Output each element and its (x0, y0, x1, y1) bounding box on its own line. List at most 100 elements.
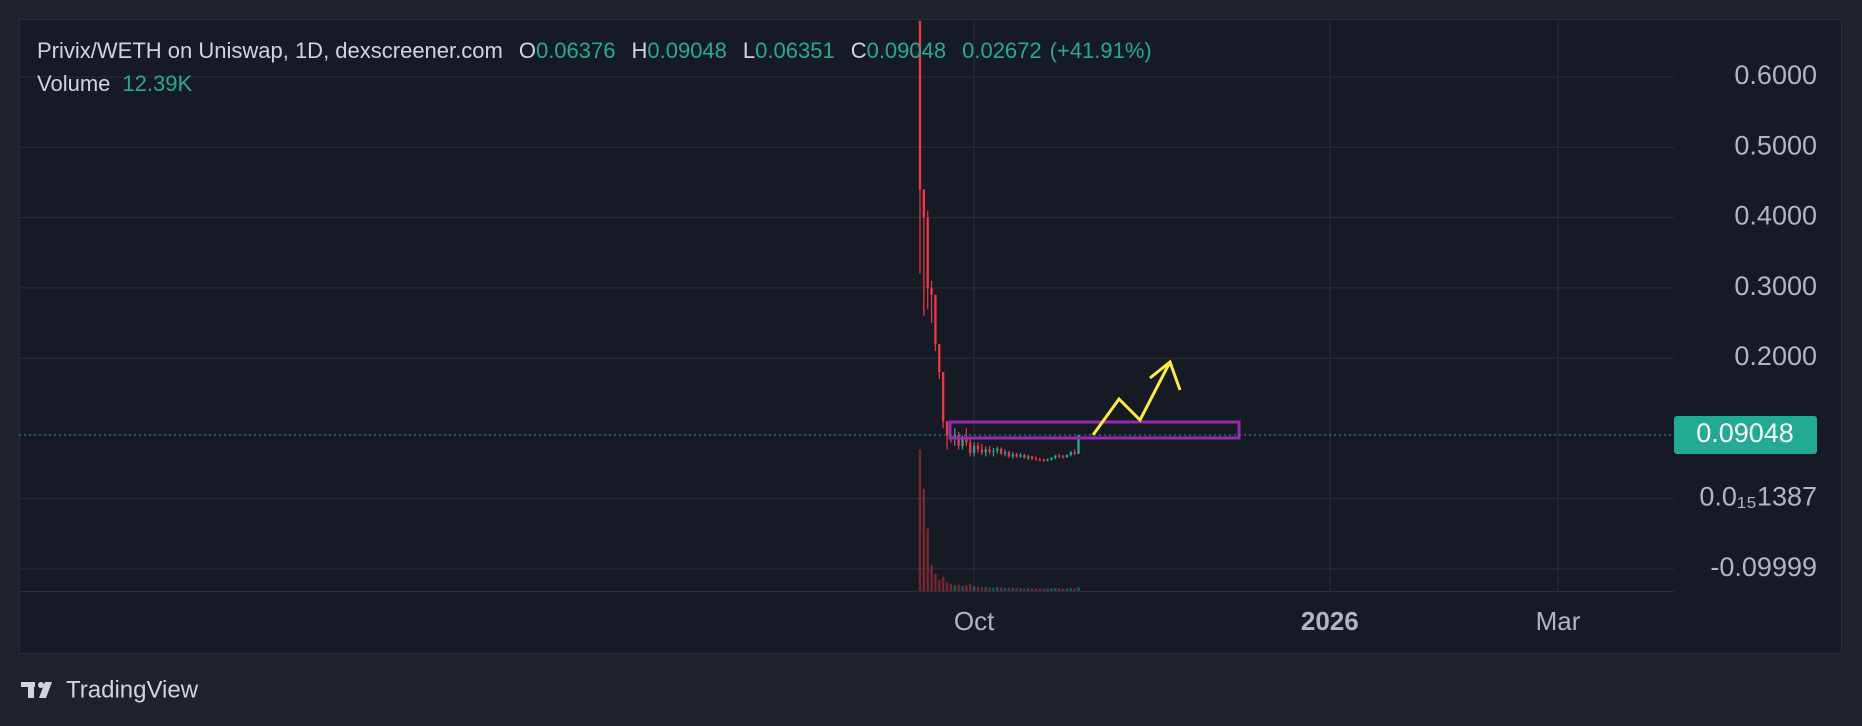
volume-bar (1054, 587, 1057, 591)
volume-bar (1007, 587, 1011, 591)
l-label: L (743, 38, 755, 63)
y-tick-label: 0.3000 (1734, 271, 1817, 301)
grid (19, 19, 1674, 591)
panel (19, 19, 1842, 654)
volume-bar (938, 579, 941, 591)
volume-bar (969, 583, 972, 591)
logo: TradingView (21, 676, 199, 703)
volume-bar (1030, 588, 1034, 591)
candle-body (957, 435, 960, 446)
candle-body (984, 449, 987, 453)
candle-body (1073, 452, 1076, 454)
candle-body (1019, 455, 1022, 457)
volume-bar (1038, 588, 1042, 591)
candle-body (992, 450, 995, 452)
candle-body (969, 442, 972, 453)
volume-bar (922, 488, 925, 591)
y-tick-label: 0.4000 (1734, 201, 1817, 231)
logo-mark (28, 682, 34, 698)
y-tick-label: 0.5000 (1734, 130, 1817, 160)
candle-body (1046, 459, 1049, 461)
volume-bar (1046, 588, 1049, 591)
volume-bar (1019, 588, 1022, 591)
y-tick-label: 0.6000 (1734, 60, 1817, 90)
x-tick-label: Oct (954, 606, 995, 636)
c-label: C (851, 38, 867, 63)
volume-bar (1058, 588, 1061, 591)
brand: TradingView (66, 676, 199, 703)
h-label: H (631, 38, 647, 63)
candle-body (1027, 456, 1030, 458)
candle-body (945, 421, 949, 436)
l-value: 0.06351 (755, 38, 835, 63)
candle-body (1038, 459, 1042, 461)
price-tag-label: 0.09048 (1696, 418, 1794, 448)
volume-bar (1069, 588, 1072, 591)
zone-box (948, 420, 1241, 440)
volume-bar (961, 585, 964, 591)
x-tick-label: 2026 (1301, 606, 1359, 636)
title: Privix/WETH on Uniswap, 1D, dexscreener.… (37, 38, 503, 63)
volume-bar (976, 586, 980, 591)
volume-bar (918, 449, 922, 591)
volume-bar (988, 587, 991, 591)
candle-body (1034, 458, 1038, 460)
volume-bar (965, 585, 968, 591)
candle-body (1061, 456, 1065, 458)
candle-body (1054, 455, 1057, 458)
volume-bar (945, 582, 949, 591)
volume-bar (992, 587, 995, 591)
volume-bar (1015, 587, 1018, 591)
volume-value: 12.39K (122, 71, 192, 96)
volume-bar (1011, 588, 1014, 591)
legend: Privix/WETH on Uniswap, 1D, dexscreener.… (37, 38, 1152, 63)
change-pct: (+41.91%) (1050, 38, 1152, 63)
h-value: 0.09048 (647, 38, 727, 63)
volume-bar (1077, 587, 1080, 591)
candle-body (988, 449, 991, 452)
o-label: O (519, 38, 536, 63)
price-tag (1674, 416, 1817, 455)
candle-body (965, 438, 968, 443)
volume-bar (934, 573, 937, 591)
volume-bar (980, 587, 983, 591)
y-tick-label: 0.0₁₅1387 (1699, 482, 1817, 512)
candle-body (1065, 455, 1069, 458)
candle-body (1007, 452, 1011, 457)
candle-body (972, 445, 976, 453)
candle-body (961, 438, 964, 446)
candle-body (938, 344, 941, 373)
candle-body (918, 20, 922, 190)
y-tick-label: 0.2000 (1734, 341, 1817, 371)
candle-body (1000, 448, 1003, 454)
candle-body (996, 448, 999, 451)
volume-bar (1027, 588, 1030, 591)
candle-body (926, 217, 929, 288)
volume-bar (957, 584, 960, 591)
candle-body (980, 449, 983, 453)
logo-mark (39, 682, 52, 698)
candle-body (922, 189, 925, 218)
volume-bar (942, 576, 945, 591)
arrow (1091, 361, 1172, 436)
volume-bar (953, 585, 956, 591)
candle-body (1030, 456, 1034, 459)
candle-body (1023, 455, 1026, 458)
volume-bar (1042, 588, 1045, 591)
o-value: 0.06376 (536, 38, 616, 63)
volume-bar (1065, 588, 1069, 591)
volume-bar (926, 528, 929, 591)
candle-body (1077, 435, 1080, 454)
candle-body (1011, 454, 1014, 457)
y-tick-label: -0.09999 (1710, 552, 1817, 582)
candle-body (1050, 457, 1053, 460)
change: 0.02672 (962, 38, 1042, 63)
arrow-head (1149, 359, 1182, 391)
volume-bar (1000, 587, 1003, 591)
volume-bar (1073, 588, 1076, 591)
volume-bar (930, 565, 933, 591)
candle-body (976, 445, 980, 450)
volume-label: Volume (37, 71, 110, 96)
